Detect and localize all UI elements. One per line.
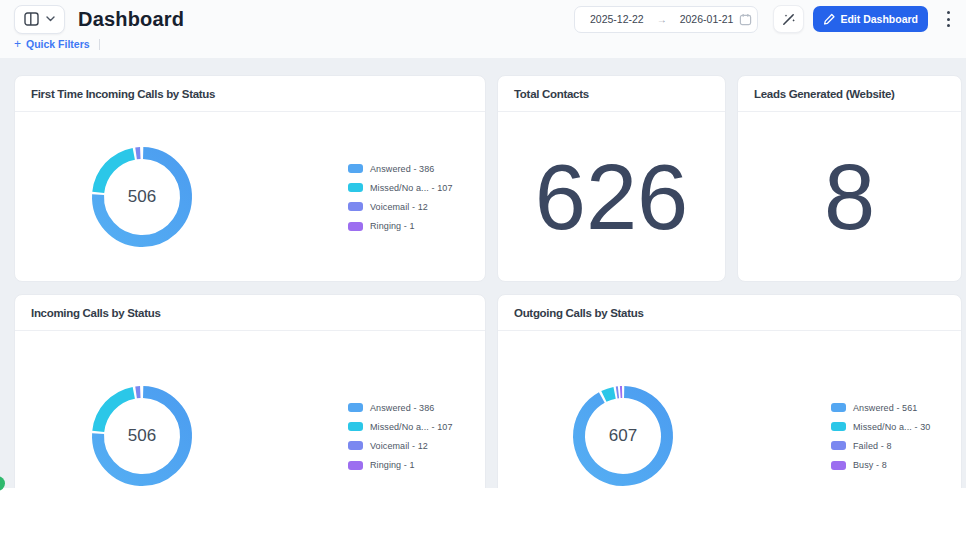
legend-item[interactable]: Ringing - 1 xyxy=(348,217,486,236)
chart-legend: Answered - 561 Missed/No a... - 30 Failed … xyxy=(831,398,962,475)
legend-swatch xyxy=(831,461,846,470)
plus-icon: + xyxy=(14,37,21,51)
metric-value: 8 xyxy=(738,113,961,281)
magic-wand-icon xyxy=(781,12,796,27)
card-outgoing-calls: Outgoing Calls by Status 607 Answered - … xyxy=(497,294,962,488)
donut-total: 506 xyxy=(128,187,156,207)
card-first-time-incoming-calls: First Time Incoming Calls by Status 506 … xyxy=(14,75,486,282)
date-start: 2025-12-22 xyxy=(590,13,644,25)
legend-label: Voicemail - 12 xyxy=(370,441,428,451)
legend-swatch xyxy=(831,441,846,450)
magic-wand-button[interactable] xyxy=(773,5,804,33)
legend-item[interactable]: Ringing - 1 xyxy=(348,456,486,475)
card-title: Outgoing Calls by Status xyxy=(498,295,961,331)
legend-label: Voicemail - 12 xyxy=(370,202,428,212)
page-title: Dashboard xyxy=(78,8,184,31)
dashboard-switcher-button[interactable] xyxy=(14,5,65,34)
legend-item[interactable]: Voicemail - 12 xyxy=(348,197,486,216)
chevron-down-icon xyxy=(46,16,55,22)
cards-row-2: Incoming Calls by Status 506 Answered - … xyxy=(14,294,962,488)
card-title: Leads Generated (Website) xyxy=(738,76,961,112)
legend-swatch xyxy=(348,164,363,173)
card-title: Incoming Calls by Status xyxy=(15,295,485,331)
chart-legend: Answered - 386 Missed/No a... - 107 Voicem… xyxy=(348,159,486,236)
legend-item[interactable]: Voicemail - 12 xyxy=(348,436,486,455)
pencil-icon xyxy=(823,13,835,25)
legend-label: Missed/No a... - 107 xyxy=(370,183,453,193)
legend-item[interactable]: Missed/No a... - 107 xyxy=(348,417,486,436)
legend-label: Answered - 386 xyxy=(370,403,434,413)
legend-item[interactable]: Answered - 561 xyxy=(831,398,962,417)
donut-total: 607 xyxy=(609,426,637,446)
legend-label: Answered - 561 xyxy=(853,403,917,413)
legend-swatch xyxy=(348,461,363,470)
legend-label: Missed/No a... - 30 xyxy=(853,422,930,432)
edit-dashboard-button[interactable]: Edit Dashboard xyxy=(813,6,928,32)
legend-swatch xyxy=(348,183,363,192)
legend-swatch xyxy=(348,403,363,412)
topbar-right: 2025-12-22 → 2026-01-21 Edit Dashboard xyxy=(574,5,952,33)
legend-swatch xyxy=(348,202,363,211)
chart-legend: Answered - 386 Missed/No a... - 107 Voicem… xyxy=(348,398,486,475)
legend-label: Ringing - 1 xyxy=(370,221,415,231)
metric-value: 626 xyxy=(498,113,725,281)
date-end: 2026-01-21 xyxy=(680,13,734,25)
legend-item[interactable]: Answered - 386 xyxy=(348,398,486,417)
topbar: Dashboard 2025-12-22 → 2026-01-21 Edit D… xyxy=(14,4,952,34)
legend-label: Failed - 8 xyxy=(853,441,892,451)
legend-label: Answered - 386 xyxy=(370,164,434,174)
edit-dashboard-label: Edit Dashboard xyxy=(840,13,918,25)
layout-grid-icon xyxy=(24,12,39,26)
legend-swatch xyxy=(831,403,846,412)
legend-label: Ringing - 1 xyxy=(370,460,415,470)
card-title: First Time Incoming Calls by Status xyxy=(15,76,485,112)
card-leads-generated: Leads Generated (Website) 8 xyxy=(737,75,962,282)
divider xyxy=(99,39,100,50)
legend-item[interactable]: Missed/No a... - 107 xyxy=(348,178,486,197)
legend-swatch xyxy=(348,222,363,231)
legend-item[interactable]: Busy - 8 xyxy=(831,456,962,475)
dashboard-grid: First Time Incoming Calls by Status 506 … xyxy=(14,75,962,488)
quick-filters-label: Quick Filters xyxy=(26,38,90,50)
card-title: Total Contacts xyxy=(498,76,725,112)
date-range-picker[interactable]: 2025-12-22 → 2026-01-21 xyxy=(574,6,758,33)
card-incoming-calls: Incoming Calls by Status 506 Answered - … xyxy=(14,294,486,488)
legend-item[interactable]: Failed - 8 xyxy=(831,436,962,455)
arrow-right-icon: → xyxy=(657,14,667,25)
legend-swatch xyxy=(348,422,363,431)
calendar-icon xyxy=(739,13,752,26)
donut-total: 506 xyxy=(128,426,156,446)
legend-label: Missed/No a... - 107 xyxy=(370,422,453,432)
legend-item[interactable]: Answered - 386 xyxy=(348,159,486,178)
legend-item[interactable]: Missed/No a... - 30 xyxy=(831,417,962,436)
topbar-left: Dashboard xyxy=(14,5,184,34)
more-options-button[interactable] xyxy=(944,11,952,27)
dashboard-app: Dashboard 2025-12-22 → 2026-01-21 Edit D… xyxy=(0,0,966,488)
card-total-contacts: Total Contacts 626 xyxy=(497,75,726,282)
legend-label: Busy - 8 xyxy=(853,460,887,470)
legend-swatch xyxy=(348,441,363,450)
quick-filters-link[interactable]: + Quick Filters xyxy=(14,37,100,51)
cards-row-1: First Time Incoming Calls by Status 506 … xyxy=(14,75,962,282)
legend-swatch xyxy=(831,422,846,431)
